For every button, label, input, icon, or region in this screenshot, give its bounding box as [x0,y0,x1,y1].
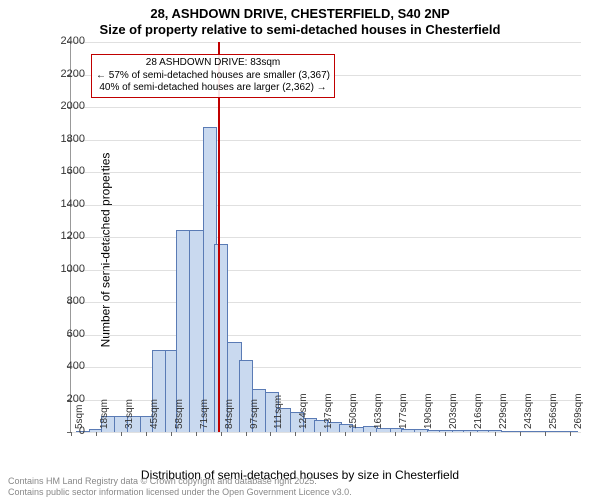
gridline-h [71,172,581,173]
annotation-box: 28 ASHDOWN DRIVE: 83sqm← 57% of semi-det… [91,54,335,98]
ytick-label: 200 [35,393,85,405]
chart-title-line1: 28, ASHDOWN DRIVE, CHESTERFIELD, S40 2NP [0,6,600,21]
ytick-label: 400 [35,360,85,372]
xtick-mark [146,432,147,436]
xtick-mark [121,432,122,436]
gridline-h [71,205,581,206]
ytick-label: 1200 [35,230,85,242]
footer-line: Contains HM Land Registry data © Crown c… [8,476,352,487]
gridline-h [71,367,581,368]
xtick-mark [445,432,446,436]
xtick-label: 203sqm [448,393,459,429]
xtick-label: 256sqm [548,393,559,429]
xtick-mark [470,432,471,436]
xtick-label: 45sqm [149,399,160,429]
chart-title-line2: Size of property relative to semi-detach… [0,22,600,37]
gridline-h [71,42,581,43]
ytick-label: 2200 [35,68,85,80]
xtick-mark [370,432,371,436]
xtick-label: 18sqm [99,399,110,429]
gridline-h [71,335,581,336]
gridline-h [71,140,581,141]
xtick-label: 243sqm [523,393,534,429]
xtick-mark [395,432,396,436]
xtick-label: 137sqm [323,393,334,429]
plot-area: 5sqm18sqm31sqm45sqm58sqm71sqm84sqm97sqm1… [70,42,581,433]
xtick-label: 150sqm [348,393,359,429]
ytick-label: 0 [35,425,85,437]
xtick-mark [246,432,247,436]
xtick-mark [221,432,222,436]
gridline-h [71,302,581,303]
xtick-label: 31sqm [124,399,135,429]
gridline-h [71,432,581,433]
annotation-line: 28 ASHDOWN DRIVE: 83sqm [96,57,330,70]
xtick-label: 163sqm [373,393,384,429]
xtick-label: 111sqm [273,395,284,429]
xtick-label: 216sqm [473,393,484,429]
ytick-label: 1800 [35,133,85,145]
ytick-label: 2000 [35,100,85,112]
xtick-label: 84sqm [224,399,235,429]
xtick-label: 177sqm [398,393,409,429]
xtick-mark [345,432,346,436]
gridline-h [71,107,581,108]
xtick-mark [420,432,421,436]
xtick-label: 190sqm [423,393,434,429]
ytick-label: 600 [35,328,85,340]
xtick-label: 58sqm [174,399,185,429]
ytick-label: 800 [35,295,85,307]
xtick-mark [570,432,571,436]
xtick-mark [495,432,496,436]
xtick-label: 229sqm [498,393,509,429]
xtick-mark [96,432,97,436]
xtick-mark [171,432,172,436]
ytick-label: 1400 [35,198,85,210]
xtick-mark [295,432,296,436]
xtick-label: 97sqm [249,399,260,429]
xtick-mark [520,432,521,436]
chart-container: 28, ASHDOWN DRIVE, CHESTERFIELD, S40 2NP… [0,0,600,500]
xtick-label: 269sqm [573,393,584,429]
gridline-h [71,270,581,271]
xtick-mark [196,432,197,436]
ytick-label: 1000 [35,263,85,275]
xtick-mark [545,432,546,436]
xtick-mark [270,432,271,436]
footer-attribution: Contains HM Land Registry data © Crown c… [8,476,352,498]
marker-line [218,42,220,432]
gridline-h [71,237,581,238]
annotation-line: ← 57% of semi-detached houses are smalle… [96,70,330,83]
annotation-line: 40% of semi-detached houses are larger (… [96,82,330,95]
ytick-label: 1600 [35,165,85,177]
xtick-label: 124sqm [298,393,309,429]
footer-line: Contains public sector information licen… [8,487,352,498]
xtick-label: 71sqm [199,399,210,429]
xtick-mark [320,432,321,436]
ytick-label: 2400 [35,35,85,47]
